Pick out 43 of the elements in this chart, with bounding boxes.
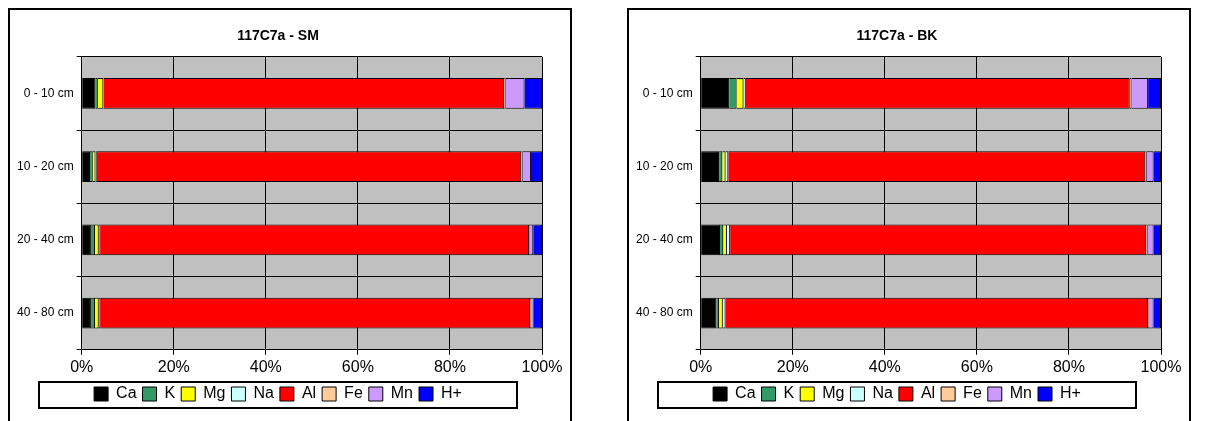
legend-label: K [164, 384, 176, 402]
x-tick-label: 40% [249, 357, 282, 375]
legend-label: Al [301, 384, 317, 402]
chart-title: 117C7a - SM [237, 27, 319, 44]
bar [701, 297, 717, 329]
y-tick-label: 0 - 10 cm [23, 85, 74, 100]
x-tick-label: 100% [521, 357, 563, 375]
legend-label: Ca [735, 384, 756, 402]
x-tick-label: 100% [1140, 357, 1182, 375]
x-tick-label: 60% [341, 357, 374, 375]
y-tick-label: 10 - 20 cm [635, 158, 693, 173]
legend-label: Ca [116, 384, 137, 402]
legend-label: K [783, 384, 795, 402]
chart-title: 117C7a - BK [856, 27, 938, 44]
y-tick-label: 20 - 40 cm [635, 232, 693, 247]
y-tick-label: 20 - 40 cm [16, 232, 74, 247]
y-tick-label: 0 - 10 cm [642, 85, 693, 100]
x-tick-label: 20% [157, 357, 190, 375]
y-tick-label: 40 - 80 cm [16, 305, 74, 320]
x-tick-label: 40% [868, 357, 901, 375]
legend-label: Mn [1009, 384, 1033, 402]
x-tick-label: 20% [776, 357, 809, 375]
x-tick-label: 80% [433, 357, 466, 375]
legend-label: Mg [203, 384, 226, 402]
x-tick-label: 0% [689, 357, 713, 375]
bar [701, 151, 720, 183]
legend-label: Mg [822, 384, 845, 402]
legend-label: H+ [441, 384, 462, 402]
legend-label: Fe [963, 384, 982, 402]
legend-label: H+ [1060, 384, 1081, 402]
legend-label: Al [920, 384, 936, 402]
bar [82, 78, 96, 109]
x-tick-label: 60% [960, 357, 993, 375]
bar [701, 224, 721, 256]
legend-label: Fe [344, 384, 363, 402]
x-tick-label: 0% [70, 357, 94, 375]
legend-label: Na [872, 384, 893, 402]
legend-label: Na [253, 384, 274, 402]
x-tick-label: 80% [1052, 357, 1085, 375]
y-tick-label: 10 - 20 cm [16, 158, 74, 173]
y-tick-label: 40 - 80 cm [635, 305, 693, 320]
bar [82, 297, 91, 329]
legend-label: Mn [390, 384, 414, 402]
